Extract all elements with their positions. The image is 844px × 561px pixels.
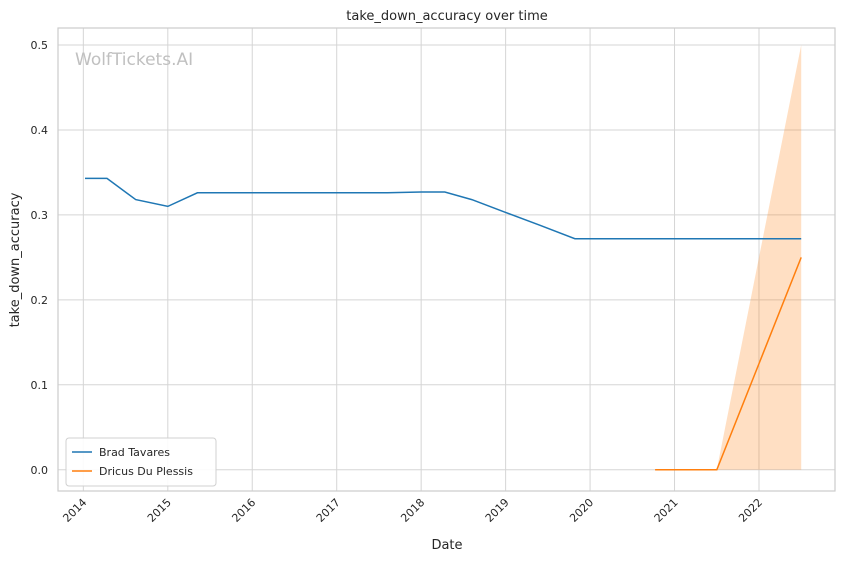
y-axis-ticks: 0.0 0.1 0.2 0.3 0.4 0.5 <box>31 39 49 477</box>
confidence-bands <box>716 44 802 470</box>
legend: Brad Tavares Dricus Du Plessis <box>65 437 217 487</box>
x-axis-label: Date <box>431 538 462 553</box>
y-tick-label: 0.0 <box>31 464 49 477</box>
watermark: WolfTickets.AI <box>75 50 193 70</box>
x-tick-label: 2019 <box>483 496 512 525</box>
legend-label: Dricus Du Plessis <box>99 465 193 478</box>
x-tick-label: 2016 <box>229 496 258 525</box>
confidence-band-1 <box>716 44 802 470</box>
plot-frame <box>57 27 836 492</box>
chart-title: take_down_accuracy over time <box>346 9 547 24</box>
y-axis-label: take_down_accuracy <box>8 192 23 327</box>
series-line-1 <box>655 257 802 471</box>
x-axis-ticks: 2014 2015 2016 2017 2018 2019 2020 2021 2022 <box>60 496 765 525</box>
x-tick-label: 2022 <box>736 496 765 525</box>
x-tick-label: 2014 <box>60 496 89 525</box>
legend-box <box>65 437 217 487</box>
series-lines <box>85 177 802 471</box>
y-tick-label: 0.3 <box>31 209 49 222</box>
x-tick-label: 2020 <box>567 496 596 525</box>
y-tick-label: 0.4 <box>31 124 49 137</box>
x-tick-label: 2021 <box>652 496 681 525</box>
series-line-0 <box>85 177 802 240</box>
y-tick-label: 0.5 <box>31 39 49 52</box>
x-tick-label: 2018 <box>398 496 427 525</box>
y-tick-label: 0.2 <box>31 294 49 307</box>
x-tick-label: 2017 <box>314 496 343 525</box>
grid-lines <box>58 28 835 491</box>
legend-label: Brad Tavares <box>99 446 170 459</box>
y-tick-label: 0.1 <box>31 379 49 392</box>
x-tick-label: 2015 <box>145 496 174 525</box>
